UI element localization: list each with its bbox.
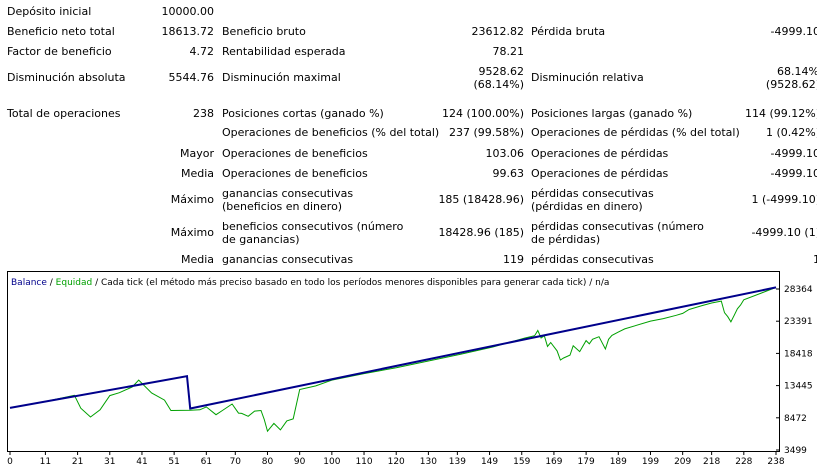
op-per-label: Operaciones de pérdidas (% del total) [531, 126, 740, 139]
x-tick-label: 159 [513, 457, 530, 467]
x-tick-label: 228 [735, 457, 752, 467]
mayor-per-label: Operaciones de pérdidas [531, 147, 669, 160]
rentabilidad-label: Rentabilidad esperada [222, 45, 346, 58]
x-tick-label: 70 [230, 457, 242, 467]
balance-series-line [9, 286, 777, 410]
caption-model: Cada tick (el método más preciso basado … [101, 277, 609, 288]
x-tick-label: 61 [201, 457, 212, 467]
dism-max-label: Disminución maximal [222, 71, 341, 84]
chart-grid [9, 288, 780, 455]
op-per-value: 1 (0.42%) [765, 126, 817, 139]
caption-equidad: Equidad [56, 278, 93, 288]
media-label-2: Media [180, 253, 214, 266]
media-per2-value: 1 [813, 253, 817, 266]
largas-label: Posiciones largas (ganado %) [531, 107, 693, 120]
max-ben-value: 18428.96 (185) [438, 226, 524, 239]
media-ben-label: Operaciones de beneficios [222, 167, 368, 180]
max-gan-value: 185 (18428.96) [438, 193, 524, 206]
dism-abs-label: Disminución absoluta [7, 71, 126, 84]
op-ben-value: 237 (99.58%) [448, 126, 524, 139]
dism-rel-amount: (9528.62) [765, 78, 817, 91]
y-tick-label: 3499 [784, 446, 807, 456]
x-tick-label: 169 [545, 457, 562, 467]
media-gan-label: ganancias consecutivas [222, 253, 354, 266]
balance-chart: Balance / Equidad / Cada tick (el método… [7, 271, 813, 467]
x-tick-label: 51 [168, 457, 179, 467]
dism-max-percent: (68.14%) [473, 78, 524, 91]
op-ben-label: Operaciones de beneficios (% del total) [222, 126, 440, 139]
x-tick-label: 209 [674, 457, 691, 467]
x-tick-label: 199 [642, 457, 659, 467]
max-per-label: pérdidas consecutivas (pérdidas en diner… [531, 187, 654, 213]
x-tick-label: 21 [72, 457, 83, 467]
x-tick-label: 0 [7, 457, 13, 467]
chart-plot-area [7, 271, 780, 452]
media-per-label: Operaciones de pérdidas [531, 167, 669, 180]
y-tick-label: 8472 [784, 414, 807, 424]
y-tick-label: 13445 [784, 382, 813, 392]
x-tick-label: 90 [294, 457, 306, 467]
beneficio-neto-label: Beneficio neto total [7, 25, 115, 38]
media-label: Media [180, 167, 214, 180]
dism-rel-value: 68.14% [777, 65, 817, 78]
rentabilidad-value: 78.21 [492, 45, 525, 58]
x-tick-label: 31 [104, 457, 115, 467]
x-tick-label: 130 [420, 457, 437, 467]
deposito-value: 10000.00 [161, 5, 215, 18]
dism-rel-label: Disminución relativa [531, 71, 644, 84]
max-per2-label: pérdidas consecutivas (número de pérdida… [531, 220, 704, 246]
media-ben-value: 99.63 [492, 167, 525, 180]
media-per-value: -4999.10 [770, 167, 817, 180]
dism-max-value: 9528.62 [478, 65, 525, 78]
x-tick-label: 179 [578, 457, 595, 467]
dism-abs-value: 5544.76 [168, 71, 215, 84]
cortas-value: 124 (100.00%) [441, 107, 524, 120]
x-tick-label: 80 [262, 457, 274, 467]
svg-text:Balance / Equidad / Cada tick: Balance / Equidad / Cada tick (el método… [11, 277, 609, 288]
y-tick-label: 18418 [784, 349, 813, 359]
x-tick-label: 149 [481, 457, 498, 467]
mayor-label: Mayor [180, 147, 214, 160]
x-tick-label: 11 [40, 457, 51, 467]
x-tick-label: 238 [767, 457, 784, 467]
chart-ticks: 28364 23391 18418 13445 8472 3499 0 11 21 31 41 51 6… [7, 285, 813, 467]
maximo-label-1: Máximo [170, 193, 214, 206]
media-gan-value: 119 [503, 253, 524, 266]
mayor-per-value: -4999.10 [770, 147, 817, 160]
caption-balance: Balance [11, 278, 47, 288]
x-tick-label: 189 [610, 457, 627, 467]
deposito-label: Depósito inicial [7, 5, 92, 18]
max-per2-value: -4999.10 (1) [751, 226, 817, 239]
cortas-label: Posiciones cortas (ganado %) [222, 107, 384, 120]
max-ben-label: beneficios consecutivos (número de ganan… [222, 220, 404, 246]
mayor-ben-label: Operaciones de beneficios [222, 147, 368, 160]
max-gan-label: ganancias consecutivas (beneficios en di… [222, 187, 354, 213]
largas-value: 114 (99.12%) [744, 107, 817, 120]
x-tick-label: 139 [449, 457, 466, 467]
max-per-value: 1 (-4999.10) [751, 193, 817, 206]
mayor-ben-value: 103.06 [485, 147, 525, 160]
x-tick-label: 218 [703, 457, 720, 467]
perdida-bruta-label: Pérdida bruta [531, 25, 606, 38]
perdida-bruta-value: -4999.10 [770, 25, 817, 38]
y-tick-label: 23391 [784, 317, 813, 327]
y-tick-label: 28364 [784, 285, 813, 295]
factor-value: 4.72 [189, 45, 215, 58]
x-tick-label: 41 [136, 457, 147, 467]
beneficio-bruto-label: Beneficio bruto [222, 25, 306, 38]
media-per2-label: pérdidas consecutivas [531, 253, 654, 266]
caption-sep-1: / [47, 278, 56, 288]
factor-label: Factor de beneficio [7, 45, 112, 58]
beneficio-bruto-value: 23612.82 [471, 25, 525, 38]
maximo-label-2: Máximo [170, 226, 214, 239]
x-tick-label: 120 [388, 457, 405, 467]
total-ops-label: Total de operaciones [7, 107, 121, 120]
equidad-series-line [9, 286, 777, 433]
total-ops-value: 238 [193, 107, 214, 120]
x-tick-label: 110 [355, 457, 372, 467]
x-tick-label: 100 [323, 457, 340, 467]
caption-sep-2: / [92, 278, 101, 288]
beneficio-neto-value: 18613.72 [161, 25, 215, 38]
